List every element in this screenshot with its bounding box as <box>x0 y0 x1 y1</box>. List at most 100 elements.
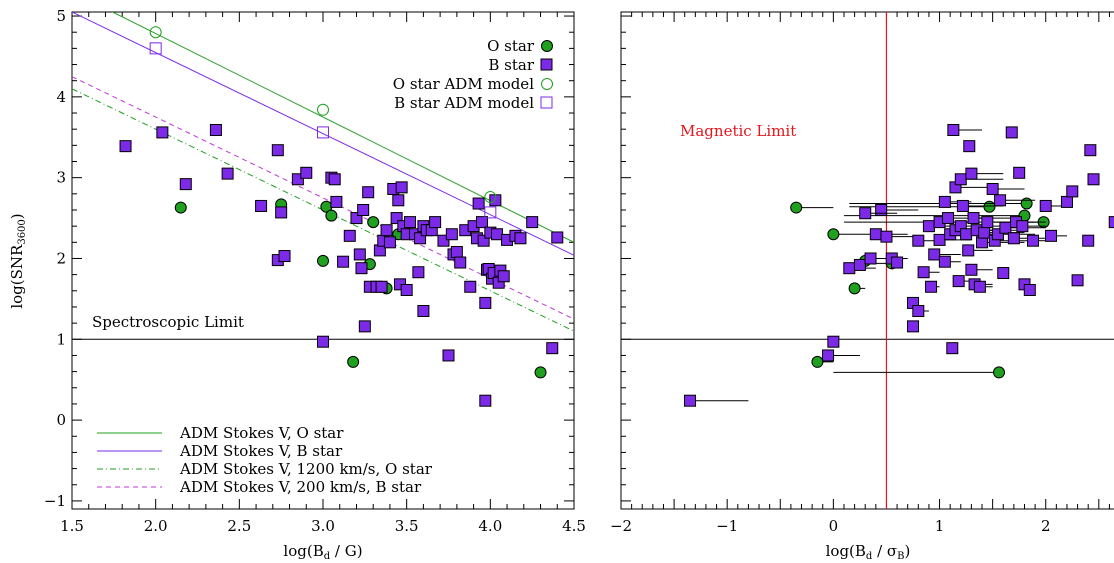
b-star-point <box>933 233 946 246</box>
b-star-point <box>156 126 169 139</box>
b-star-point <box>891 256 904 269</box>
b-star-point <box>353 248 366 261</box>
b-star-point <box>1060 195 1073 208</box>
o-star-point <box>317 254 329 267</box>
b-star-point <box>375 280 388 293</box>
o-model-point <box>149 26 162 39</box>
b-star-point <box>357 203 370 216</box>
x-tick-label: 3.0 <box>311 517 335 535</box>
b-star-point <box>962 244 975 257</box>
b-star-point <box>917 266 930 279</box>
b-star-point <box>497 270 510 283</box>
model-line <box>72 76 574 320</box>
left-y-tick-labels: −1 0 1 2 3 4 5 <box>44 7 66 510</box>
legend-markers: O star B star O star ADM model B star AD… <box>393 37 553 112</box>
b-star-point <box>395 181 408 194</box>
x-tick-label: 2.5 <box>227 517 251 535</box>
b-star-point <box>1007 232 1020 245</box>
y-tick-label: 0 <box>56 411 66 429</box>
b-star-point <box>275 206 288 219</box>
y-tick-label: −1 <box>44 492 66 510</box>
b-star-point <box>291 173 304 186</box>
b-star-point <box>491 228 504 241</box>
b-star-point <box>526 216 539 229</box>
legend-b-model-marker <box>540 96 553 109</box>
left-panel: 1.5 2.0 2.5 3.0 3.5 4.0 4.5 −1 0 1 2 3 4 5 log(Bd / … <box>8 7 586 562</box>
b-star-point <box>392 194 405 207</box>
x-tick-label: 2 <box>1041 517 1051 535</box>
b-star-point <box>209 123 222 136</box>
b-star-point <box>938 195 951 208</box>
right-x-axis-label: log(Bd / σB) <box>826 542 911 562</box>
legend-line-o-star-label: ADM Stokes V, O star <box>179 424 344 442</box>
b-star-point <box>999 221 1012 234</box>
x-tick-label: 2.0 <box>144 517 168 535</box>
right-data-points <box>684 123 1114 407</box>
b-star-point <box>954 173 967 186</box>
o-star-point <box>811 355 824 368</box>
b-star-point <box>404 216 417 229</box>
b-star-point <box>343 229 356 242</box>
b-star-point <box>1016 220 1029 233</box>
b-star-point <box>912 234 925 247</box>
b-star-point <box>938 255 951 268</box>
b-star-point <box>827 335 840 348</box>
x-tick-label: −2 <box>610 517 632 535</box>
b-star-point <box>383 236 396 249</box>
b-star-point <box>880 230 893 243</box>
o-star-point <box>827 228 840 241</box>
o-model-point <box>484 191 497 204</box>
right-tick-marks <box>620 12 1110 509</box>
y-tick-label: 3 <box>56 169 66 187</box>
b-star-point <box>1082 234 1095 247</box>
b-star-point <box>963 140 976 153</box>
b-star-point <box>278 250 291 263</box>
x-tick-label: 1 <box>935 517 945 535</box>
b-star-point <box>978 226 991 239</box>
b-star-point <box>981 216 994 229</box>
b-star-point <box>912 305 925 318</box>
b-star-point <box>1026 234 1039 247</box>
o-star-point <box>790 201 803 214</box>
b-star-point <box>956 199 969 212</box>
b-star-point <box>400 283 413 296</box>
b-star-point <box>965 263 978 276</box>
b-star-point <box>994 194 1007 207</box>
b-star-point <box>960 228 973 241</box>
b-star-point <box>907 320 919 333</box>
b-star-point <box>355 262 368 275</box>
b-star-point <box>380 224 393 237</box>
legend-b-star-label: B star <box>488 56 534 74</box>
b-star-point <box>991 228 1004 241</box>
o-star-point <box>983 200 996 213</box>
b-star-point <box>179 178 192 191</box>
legend-o-model-marker <box>541 78 553 90</box>
b-star-point <box>454 256 467 269</box>
b-star-point <box>925 280 938 293</box>
b-star-point <box>437 234 450 247</box>
b-star-point <box>869 228 882 241</box>
b-star-point <box>429 216 442 229</box>
b-star-point <box>445 228 458 241</box>
o-star-point <box>1020 197 1033 210</box>
b-model-point <box>317 126 329 139</box>
x-tick-label: 4.0 <box>478 517 502 535</box>
legend-o-star-marker <box>541 40 553 52</box>
b-star-point <box>390 212 403 225</box>
left-x-tick-labels: 1.5 2.0 2.5 3.0 3.5 4.0 4.5 <box>60 517 586 535</box>
b-model-point <box>149 42 162 55</box>
b-star-point <box>1013 166 1026 179</box>
b-star-point <box>477 234 490 247</box>
b-star-point <box>965 167 978 180</box>
b-star-point <box>947 123 960 136</box>
left-data-points <box>119 26 564 407</box>
b-star-point <box>946 342 959 355</box>
b-star-point <box>1071 274 1084 287</box>
y-tick-label: 1 <box>56 330 66 348</box>
b-star-point <box>973 280 986 293</box>
b-star-point <box>1039 199 1052 212</box>
b-star-point <box>475 216 488 229</box>
